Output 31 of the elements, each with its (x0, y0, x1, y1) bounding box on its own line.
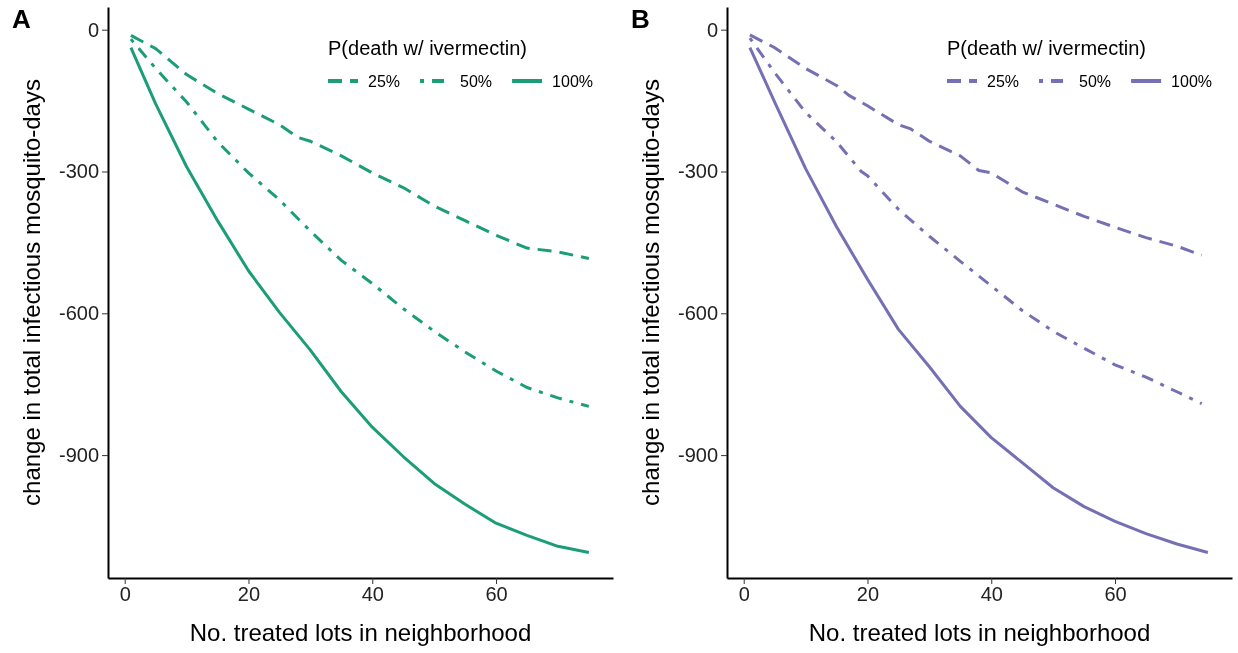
x-tick-label: 40 (361, 583, 384, 606)
legend-label: 100% (552, 73, 593, 90)
y-axis-title: change in total infectious mosquito-days (637, 79, 664, 506)
legend-title: P(death w/ ivermectin) (328, 37, 527, 59)
legend-label: 100% (1171, 73, 1212, 90)
x-tick-label: 20 (856, 583, 880, 606)
legend-label: 50% (1079, 73, 1112, 90)
chart-title: B (631, 4, 650, 34)
y-tick-label: -300 (58, 160, 99, 183)
y-tick-label: -600 (677, 302, 718, 325)
y-axis-title: change in total infectious mosquito-days (18, 79, 45, 506)
y-tick-label: -900 (677, 444, 718, 466)
x-tick-label: 0 (738, 583, 750, 606)
x-tick-label: 60 (1104, 583, 1127, 606)
x-axis-title: No. treated lots in neighborhood (808, 619, 1151, 646)
legend-label: 25% (368, 73, 401, 90)
legend-label: 50% (460, 73, 493, 90)
chart-title: A (12, 4, 31, 34)
x-axis-title: No. treated lots in neighborhood (189, 619, 532, 646)
y-tick-label: -600 (58, 302, 99, 325)
x-tick-label: 0 (119, 583, 131, 606)
x-tick-label: 40 (980, 583, 1003, 606)
y-tick-label: 0 (706, 18, 718, 41)
y-tick-label: 0 (87, 18, 99, 41)
line-series (129, 37, 591, 408)
y-tick-label: -900 (58, 444, 99, 466)
legend-title: P(death w/ ivermectin) (947, 37, 1146, 59)
x-tick-label: 20 (237, 583, 261, 606)
y-tick-label: -300 (677, 160, 718, 183)
legend-label: 25% (987, 73, 1020, 90)
x-tick-label: 60 (485, 583, 508, 606)
